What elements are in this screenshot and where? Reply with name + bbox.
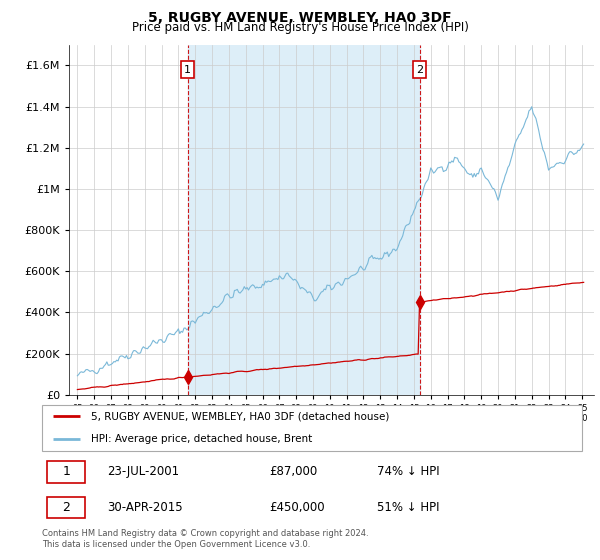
Text: 23-JUL-2001: 23-JUL-2001 [107,465,179,478]
Text: 2: 2 [416,64,423,74]
Text: 5, RUGBY AVENUE, WEMBLEY, HA0 3DF (detached house): 5, RUGBY AVENUE, WEMBLEY, HA0 3DF (detac… [91,412,389,421]
Text: 1: 1 [184,64,191,74]
Text: 1: 1 [62,465,70,478]
Text: £450,000: £450,000 [269,501,325,514]
Text: HPI: Average price, detached house, Brent: HPI: Average price, detached house, Bren… [91,435,312,444]
FancyBboxPatch shape [47,497,85,519]
Bar [188,45,419,395]
Text: Price paid vs. HM Land Registry's House Price Index (HPI): Price paid vs. HM Land Registry's House … [131,21,469,34]
FancyBboxPatch shape [47,461,85,483]
Text: 5, RUGBY AVENUE, WEMBLEY, HA0 3DF: 5, RUGBY AVENUE, WEMBLEY, HA0 3DF [148,11,452,25]
FancyBboxPatch shape [42,405,582,451]
Text: 2: 2 [62,501,70,514]
Text: Contains HM Land Registry data © Crown copyright and database right 2024.
This d: Contains HM Land Registry data © Crown c… [42,529,368,549]
Text: 51% ↓ HPI: 51% ↓ HPI [377,501,439,514]
Text: 74% ↓ HPI: 74% ↓ HPI [377,465,439,478]
Text: 30-APR-2015: 30-APR-2015 [107,501,182,514]
Text: £87,000: £87,000 [269,465,317,478]
